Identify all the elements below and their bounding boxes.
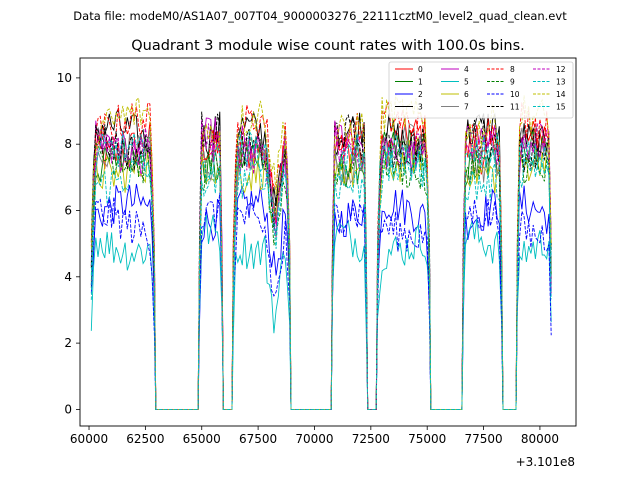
legend-label-1: 1 [418, 78, 423, 87]
x-tick-label: 70000 [295, 432, 333, 446]
y-tick-label: 6 [64, 204, 72, 218]
x-tick-label: 77500 [464, 432, 502, 446]
legend-label-3: 3 [418, 103, 423, 112]
x-tick-label: 75000 [408, 432, 446, 446]
legend-label-5: 5 [464, 78, 469, 87]
series-layer [90, 93, 552, 410]
legend-label-10: 10 [510, 90, 520, 99]
legend-label-7: 7 [464, 103, 469, 112]
legend-label-4: 4 [464, 65, 469, 74]
x-tick-label: 65000 [183, 432, 221, 446]
x-tick-label: 67500 [239, 432, 277, 446]
x-tick-label: 60000 [70, 432, 108, 446]
y-tick-label: 2 [64, 336, 72, 350]
x-axis: 60000 62500 65000 67500 70000 72500 75000 77500… [70, 426, 559, 446]
series-line-15 [90, 129, 552, 410]
series-line-10 [90, 192, 552, 410]
y-tick-label: 4 [64, 270, 72, 284]
legend-label-8: 8 [510, 65, 515, 74]
legend-label-0: 0 [418, 65, 423, 74]
legend-label-11: 11 [510, 103, 520, 112]
plot-frame [79, 57, 577, 427]
y-tick-label: 8 [64, 137, 72, 151]
legend-label-6: 6 [464, 90, 469, 99]
legend-label-12: 12 [556, 65, 566, 74]
legend-label-2: 2 [418, 90, 423, 99]
series-line-11 [90, 111, 552, 410]
chart-title: Quadrant 3 module wise count rates with … [131, 38, 525, 54]
x-offset-label: +3.101e8 [516, 455, 575, 469]
legend-label-9: 9 [510, 78, 515, 87]
x-tick-label: 80000 [521, 432, 559, 446]
data-file-label: Data file: modeM0/AS1A07_007T04_90000032… [73, 9, 567, 23]
x-tick-label: 72500 [352, 432, 390, 446]
legend-label-13: 13 [556, 78, 566, 87]
legend-label-15: 15 [556, 103, 566, 112]
series-line-2 [90, 183, 552, 410]
series-line-13 [90, 144, 552, 410]
plot-area [80, 58, 576, 426]
y-tick-label: 10 [57, 71, 72, 85]
y-tick-label: 0 [64, 402, 72, 416]
series-line-12 [90, 120, 552, 410]
y-axis: 0 2 4 6 8 10 [57, 71, 80, 416]
x-tick-label: 62500 [126, 432, 164, 446]
series-line-14 [90, 93, 552, 410]
legend-label-14: 14 [556, 90, 566, 99]
legend-box [388, 61, 574, 119]
